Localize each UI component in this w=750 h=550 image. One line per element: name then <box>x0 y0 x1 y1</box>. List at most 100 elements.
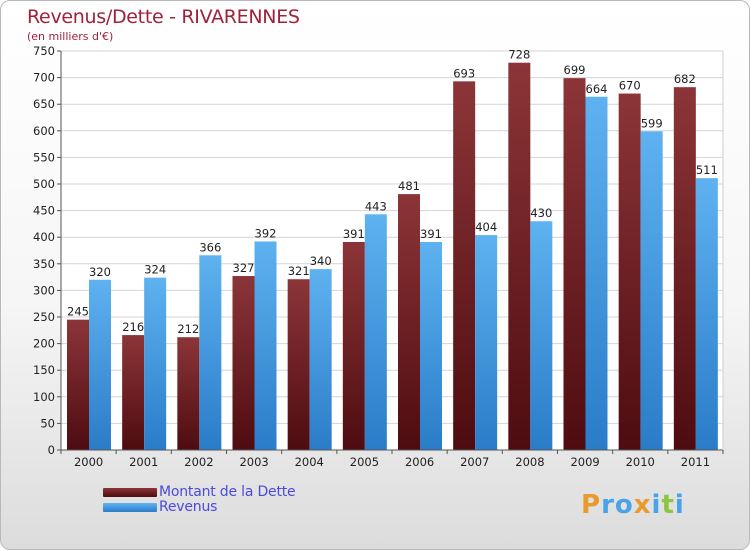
bar-value-label: 327 <box>233 261 255 275</box>
bar-revenus <box>420 241 442 450</box>
logo-letter: i <box>651 490 662 520</box>
y-tick-label: 200 <box>33 337 55 351</box>
y-tick-label: 550 <box>33 150 55 164</box>
x-tick-label: 2008 <box>515 455 544 469</box>
bar-revenus <box>89 279 111 450</box>
bar-dette <box>342 241 365 450</box>
bar-revenus <box>640 131 663 450</box>
bar-revenus <box>530 221 553 450</box>
axes: 0 50 100 150 200 250 300 350 400 450 500 550 600 650 7… <box>33 44 724 469</box>
bar-value-label: 216 <box>122 320 144 334</box>
bar-value-label: 682 <box>674 72 696 86</box>
plot-area <box>60 50 724 451</box>
x-tick-label: 2003 <box>239 455 268 469</box>
bar-value-label: 430 <box>530 206 552 220</box>
bar-value-label: 245 <box>67 305 89 319</box>
y-tick-label: 0 <box>48 443 55 457</box>
x-tick-label: 2009 <box>570 455 599 469</box>
y-tick-label: 600 <box>33 124 55 138</box>
bar-value-label: 728 <box>508 48 530 62</box>
y-tick-label: 650 <box>33 97 55 111</box>
bar-value-label: 321 <box>288 264 310 278</box>
bar-dette <box>122 335 145 450</box>
x-tick-label: 2002 <box>184 455 213 469</box>
legend-label-revenus: Revenus <box>159 499 218 515</box>
bar-revenus <box>254 241 277 450</box>
bars <box>67 62 718 451</box>
bar-value-label: 693 <box>453 66 475 80</box>
x-tick-label: 2005 <box>350 455 379 469</box>
legend-swatch-dette <box>103 488 157 497</box>
bar-dette <box>398 194 420 450</box>
chart-subtitle: (en milliers d'€) <box>27 30 114 43</box>
bar-dette <box>673 87 696 451</box>
bar-value-label: 212 <box>177 322 199 336</box>
proxiti-logo: Proxiti <box>581 490 685 520</box>
bar-value-label: 391 <box>420 227 442 241</box>
bar-value-label: 320 <box>89 265 111 279</box>
bar-dette <box>287 279 310 450</box>
bar-dette <box>508 62 531 450</box>
logo-letter: r <box>601 490 615 520</box>
bar-revenus <box>144 277 167 450</box>
logo-letter: x <box>633 490 652 520</box>
x-tick-label: 2011 <box>681 455 710 469</box>
bar-value-label: 481 <box>398 179 420 193</box>
bar-revenus <box>309 269 332 450</box>
y-tick-label: 350 <box>33 257 55 271</box>
y-tick-label: 450 <box>33 204 55 218</box>
bar-dette <box>232 276 255 450</box>
logo-letter: o <box>614 490 634 520</box>
logo-letter: i <box>674 490 685 520</box>
bar-value-label: 599 <box>641 116 663 130</box>
bar-revenus <box>475 235 498 450</box>
x-tick-label: 2001 <box>129 455 158 469</box>
bar-value-label: 324 <box>144 263 166 277</box>
legend-item-dette: Montant de la Dette <box>103 484 296 500</box>
bar-value-label: 404 <box>475 220 497 234</box>
x-tick-label: 2000 <box>74 455 103 469</box>
bar-value-label: 664 <box>586 82 608 96</box>
chart-title: Revenus/Dette - RIVARENNES <box>27 6 300 28</box>
bar-value-label: 699 <box>564 63 586 77</box>
bar-value-label: 391 <box>343 227 365 241</box>
bar-dette <box>67 319 89 450</box>
bar-value-label: 392 <box>255 226 277 240</box>
bar-revenus <box>364 214 387 450</box>
x-tick-label: 2007 <box>460 455 489 469</box>
logo-letter: t <box>661 490 675 520</box>
grid-lines <box>60 50 724 451</box>
bar-revenus <box>695 178 718 450</box>
legend: Montant de la Dette Revenus <box>103 484 296 515</box>
y-tick-label: 300 <box>33 283 55 297</box>
y-tick-label: 50 <box>40 416 55 430</box>
bar-value-label: 340 <box>310 254 332 268</box>
bar-value-label: 670 <box>619 79 641 93</box>
bar-revenus <box>199 255 222 450</box>
y-tick-label: 100 <box>33 390 55 404</box>
x-tick-label: 2006 <box>405 455 434 469</box>
y-tick-label: 400 <box>33 230 55 244</box>
y-tick-label: 500 <box>33 177 55 191</box>
legend-swatch-revenus <box>103 503 157 512</box>
legend-item-revenus: Revenus <box>103 500 295 515</box>
y-tick-label: 150 <box>33 363 55 377</box>
bar-revenus <box>585 96 608 450</box>
y-tick-label: 250 <box>33 310 55 324</box>
bar-dette <box>563 78 586 450</box>
y-tick-label: 700 <box>33 71 55 85</box>
bar-dette <box>453 81 476 450</box>
bar-value-label: 443 <box>365 199 387 213</box>
bar-dette <box>177 337 200 450</box>
bar-dette <box>618 93 641 450</box>
x-tick-label: 2004 <box>295 455 324 469</box>
data-labels: 2453202163242123663273923213403914434813… <box>67 48 718 337</box>
bar-value-label: 366 <box>199 240 221 254</box>
bar-value-label: 511 <box>696 163 718 177</box>
logo-letter: P <box>581 490 602 520</box>
legend-label-dette: Montant de la Dette <box>159 484 296 500</box>
y-tick-label: 750 <box>33 44 55 58</box>
x-tick-label: 2010 <box>626 455 655 469</box>
